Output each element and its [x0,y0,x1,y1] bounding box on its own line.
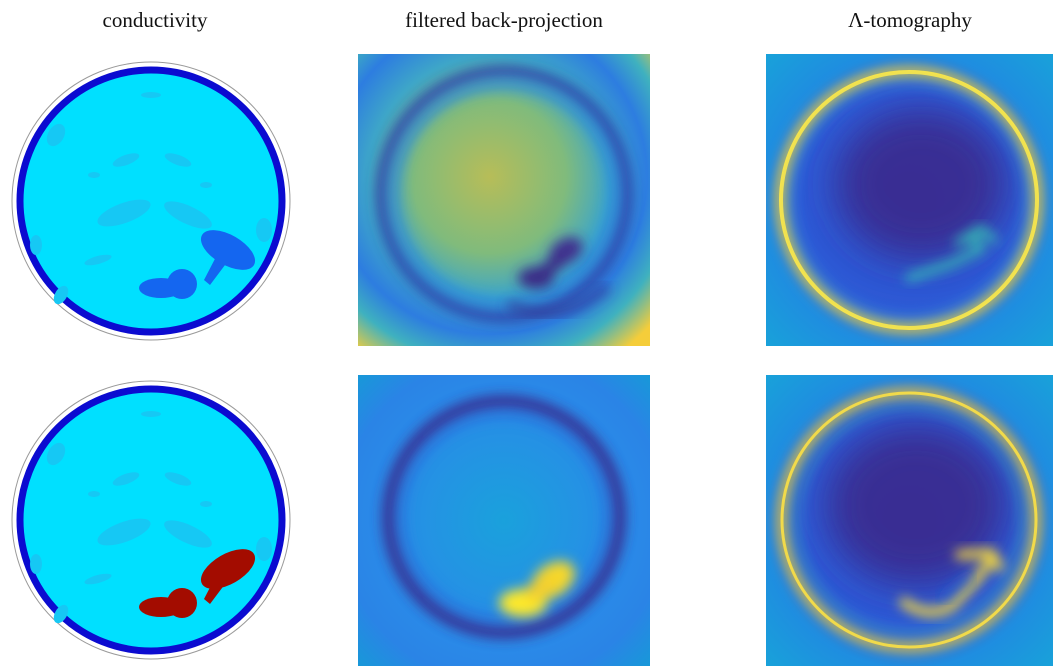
column-title-lambda-tomography: Λ-tomography [848,8,972,32]
conductivity-panel-2 [6,374,296,666]
conductivity-panel-1 [6,55,296,347]
fbp-panel-1 [358,54,650,346]
inclusion-1 [139,230,256,299]
conductivity-phantom-1 [11,61,291,341]
lambda-image-2 [766,375,1053,666]
column-title-conductivity: conductivity [102,8,208,32]
inclusion-2 [139,549,256,618]
fbp-image-2 [358,375,650,666]
fbp-panel-2 [358,375,650,666]
lambda-image-1 [766,54,1053,346]
conductivity-phantom-2 [11,380,291,660]
fbp-image-1 [358,54,650,346]
lambda-panel-1 [766,54,1053,346]
column-title-filtered-back-projection: filtered back-projection [405,8,603,32]
lambda-panel-2 [766,375,1053,666]
